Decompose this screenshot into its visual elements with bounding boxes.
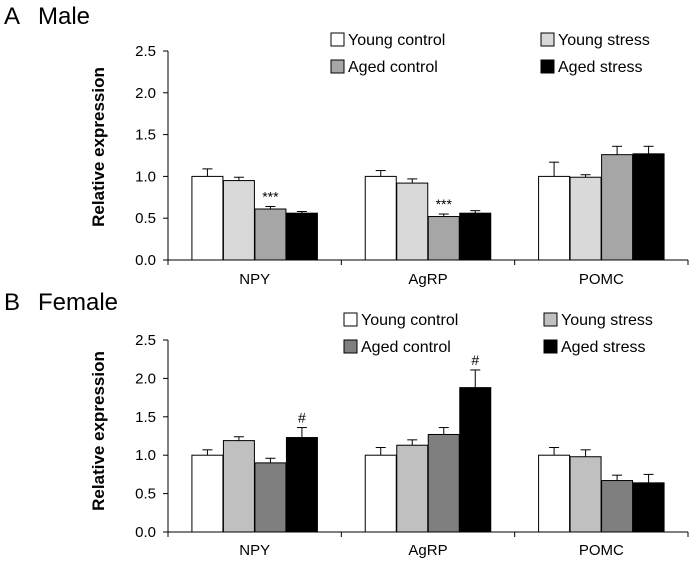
legend-swatch-aged-stress bbox=[543, 339, 558, 354]
legend: Young control Young stress Aged control … bbox=[330, 32, 650, 76]
x-category-label-pomc: POMC bbox=[579, 271, 624, 288]
legend-label-young-control: Young control bbox=[361, 312, 458, 329]
significance-marker: *** bbox=[436, 196, 453, 212]
bar bbox=[364, 454, 397, 533]
y-tick-label: 1.0 bbox=[135, 168, 156, 185]
annotations: # # bbox=[298, 352, 479, 426]
y-tick-label: 0.0 bbox=[135, 252, 156, 269]
panel-title-female: Female bbox=[38, 289, 118, 316]
legend-label-aged-stress: Aged stress bbox=[558, 59, 642, 76]
bar-marks bbox=[191, 369, 665, 533]
x-category-label-agrp: AgRP bbox=[408, 542, 447, 559]
y-tick-label: 0.5 bbox=[135, 486, 156, 503]
x-category-labels: NPY AgRP POMC bbox=[239, 271, 624, 288]
bar bbox=[364, 175, 397, 261]
y-tick-label: 2.5 bbox=[135, 332, 156, 349]
panel-letter-b: B bbox=[4, 289, 20, 316]
x-category-labels: NPY AgRP POMC bbox=[239, 542, 624, 559]
bar bbox=[191, 175, 224, 261]
legend-label-aged-control: Aged control bbox=[361, 339, 451, 356]
axes bbox=[163, 50, 689, 265]
axes bbox=[163, 339, 689, 537]
y-tick-labels: 0.0 0.5 1.0 1.5 2.0 2.5 bbox=[135, 332, 156, 541]
x-category-label-agrp: AgRP bbox=[408, 271, 447, 288]
legend-swatch-aged-stress bbox=[540, 59, 555, 74]
bar bbox=[632, 482, 665, 533]
y-tick-label: 1.5 bbox=[135, 409, 156, 426]
bar-marks bbox=[191, 145, 665, 261]
annotations: *** *** bbox=[262, 188, 452, 212]
legend-swatch-young-stress bbox=[540, 32, 555, 47]
x-category-label-pomc: POMC bbox=[579, 542, 624, 559]
bar bbox=[396, 182, 429, 261]
y-tick-label: 0.0 bbox=[135, 524, 156, 541]
y-axis-label: Relative expression bbox=[89, 351, 108, 511]
bar bbox=[222, 180, 255, 261]
bar bbox=[569, 456, 602, 533]
y-axis-label: Relative expression bbox=[89, 67, 108, 227]
bar bbox=[459, 212, 492, 261]
bar bbox=[222, 440, 255, 533]
bar bbox=[427, 433, 460, 533]
panel-female: B Female Relative expression Young contr… bbox=[4, 289, 689, 559]
y-tick-labels: 0.0 0.5 1.0 1.5 2.0 2.5 bbox=[135, 43, 156, 269]
y-tick-label: 2.0 bbox=[135, 370, 156, 387]
x-category-label-npy: NPY bbox=[239, 542, 270, 559]
y-tick-label: 1.5 bbox=[135, 127, 156, 144]
legend-swatch-young-control bbox=[343, 312, 358, 327]
bar bbox=[285, 212, 318, 261]
bar bbox=[632, 153, 665, 261]
y-tick-label: 0.5 bbox=[135, 210, 156, 227]
bar bbox=[601, 154, 634, 261]
legend-label-young-control: Young control bbox=[348, 32, 445, 49]
bar bbox=[569, 176, 602, 261]
y-tick-label: 1.0 bbox=[135, 447, 156, 464]
significance-marker: *** bbox=[262, 188, 279, 204]
legend: Young control Young stress Aged control … bbox=[343, 312, 653, 356]
bar bbox=[427, 216, 460, 261]
bar bbox=[538, 454, 571, 533]
panel-male: A Male Relative expression Young control… bbox=[4, 3, 689, 288]
bar bbox=[191, 454, 224, 533]
x-category-label-npy: NPY bbox=[239, 271, 270, 288]
bar bbox=[396, 444, 429, 533]
bar bbox=[254, 208, 287, 261]
legend-label-young-stress: Young stress bbox=[561, 312, 653, 329]
bar bbox=[285, 437, 318, 533]
bar bbox=[538, 175, 571, 261]
bar bbox=[601, 480, 634, 533]
legend-label-aged-stress: Aged stress bbox=[561, 339, 645, 356]
significance-marker: # bbox=[471, 352, 479, 368]
significance-marker: # bbox=[298, 410, 306, 426]
bar bbox=[254, 462, 287, 533]
legend-swatch-aged-control bbox=[330, 59, 345, 74]
legend-swatch-aged-control bbox=[343, 339, 358, 354]
bar bbox=[459, 387, 492, 533]
panel-letter-a: A bbox=[4, 3, 20, 30]
legend-label-young-stress: Young stress bbox=[558, 32, 650, 49]
y-tick-label: 2.5 bbox=[135, 43, 156, 60]
legend-swatch-young-stress bbox=[543, 312, 558, 327]
legend-swatch-young-control bbox=[330, 32, 345, 47]
y-tick-label: 2.0 bbox=[135, 85, 156, 102]
legend-label-aged-control: Aged control bbox=[348, 59, 438, 76]
panel-title-male: Male bbox=[38, 3, 90, 30]
